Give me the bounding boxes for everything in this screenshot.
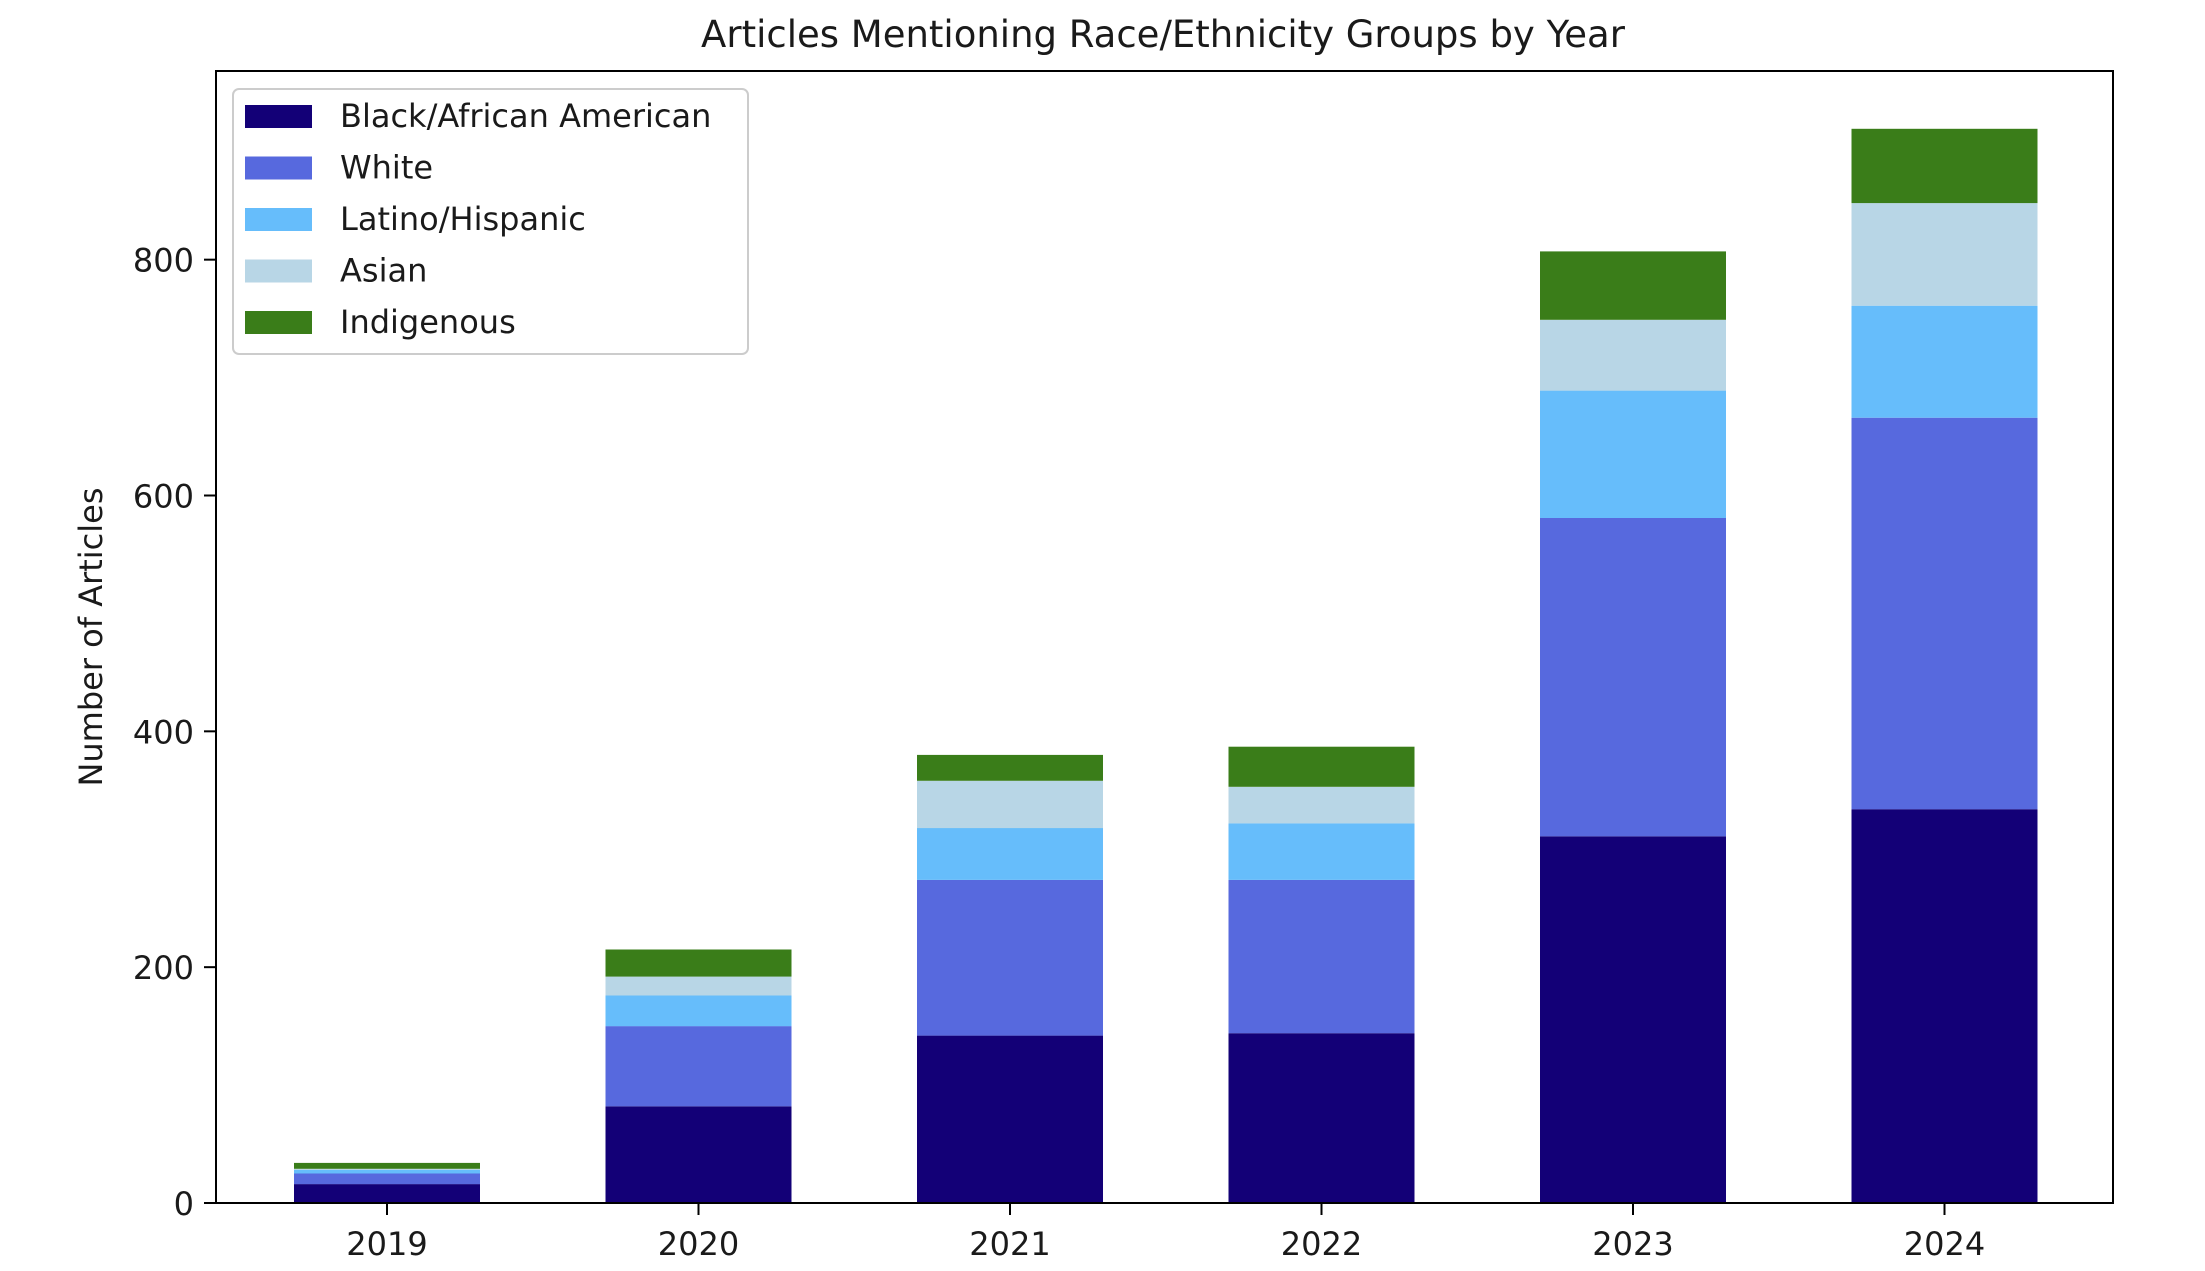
bar-2024-series-0 xyxy=(1851,809,2038,1203)
bar-2021-series-0 xyxy=(917,1035,1103,1203)
legend-label: White xyxy=(340,149,433,187)
legend-swatch xyxy=(245,105,312,128)
bar-2020-series-2 xyxy=(605,995,792,1027)
bar-2019-series-0 xyxy=(294,1184,480,1203)
chart-title: Articles Mentioning Race/Ethnicity Group… xyxy=(701,13,1626,56)
bar-2020-series-3 xyxy=(605,976,792,996)
legend-label: Latino/Hispanic xyxy=(340,200,586,238)
x-axis: 2019 2020 2021 2022 2023 2024 xyxy=(346,1203,1985,1263)
y-tick-label: 0 xyxy=(174,1185,194,1223)
y-tick-label: 800 xyxy=(133,242,194,280)
legend-swatch xyxy=(245,156,312,180)
legend-box xyxy=(232,88,749,355)
y-tick-label: 600 xyxy=(133,478,194,516)
bar-2022-series-0 xyxy=(1228,1033,1415,1203)
legend-swatch xyxy=(245,208,312,231)
y-axis: 0 200 400 600 800 xyxy=(133,242,216,1223)
bar-2023-series-4 xyxy=(1540,251,1726,320)
legend: Black/African American White Latino/Hispan… xyxy=(232,88,749,355)
bar-2022-series-4 xyxy=(1228,746,1415,787)
bar-2022-series-1 xyxy=(1228,879,1415,1034)
bar-2023-series-2 xyxy=(1540,390,1726,518)
bar-2023-series-3 xyxy=(1540,319,1726,391)
legend-label: Asian xyxy=(340,252,427,290)
bar-2023-series-0 xyxy=(1540,836,1726,1203)
bar-2021-series-2 xyxy=(917,828,1103,880)
bar-2022-series-3 xyxy=(1228,786,1415,824)
bar-2020-series-4 xyxy=(605,949,792,977)
bar-2024-series-2 xyxy=(1851,305,2038,418)
bar-2019-series-1 xyxy=(294,1173,480,1185)
legend-label: Black/African American xyxy=(340,97,711,135)
legend-swatch xyxy=(245,259,312,283)
bar-2023-series-1 xyxy=(1540,517,1726,837)
legend-swatch xyxy=(245,311,312,334)
x-tick-label: 2019 xyxy=(346,1225,427,1263)
bar-2021-series-1 xyxy=(917,879,1103,1036)
bar-2019-series-2 xyxy=(294,1170,480,1174)
bar-2024-series-3 xyxy=(1851,203,2038,306)
bar-2019-series-4 xyxy=(294,1162,480,1169)
x-tick-label: 2021 xyxy=(969,1225,1050,1263)
y-tick-label: 400 xyxy=(133,713,194,751)
legend-label: Indigenous xyxy=(340,303,516,341)
bar-2022-series-2 xyxy=(1228,823,1415,880)
x-tick-label: 2024 xyxy=(1904,1225,1985,1263)
plot-frame xyxy=(215,70,2114,1204)
bar-2020-series-1 xyxy=(605,1026,792,1107)
bar-2020-series-0 xyxy=(605,1106,792,1203)
bars-layer xyxy=(294,128,2038,1203)
bar-2024-series-4 xyxy=(1851,128,2038,204)
bar-2019-series-3 xyxy=(294,1168,480,1170)
y-axis-label: Number of Articles xyxy=(72,487,110,786)
bar-2021-series-4 xyxy=(917,754,1103,781)
bar-2024-series-1 xyxy=(1851,417,2038,810)
x-tick-label: 2022 xyxy=(1281,1225,1362,1263)
x-tick-label: 2023 xyxy=(1592,1225,1673,1263)
bar-2021-series-3 xyxy=(917,780,1103,829)
x-tick-label: 2020 xyxy=(658,1225,739,1263)
y-tick-label: 200 xyxy=(133,949,194,987)
